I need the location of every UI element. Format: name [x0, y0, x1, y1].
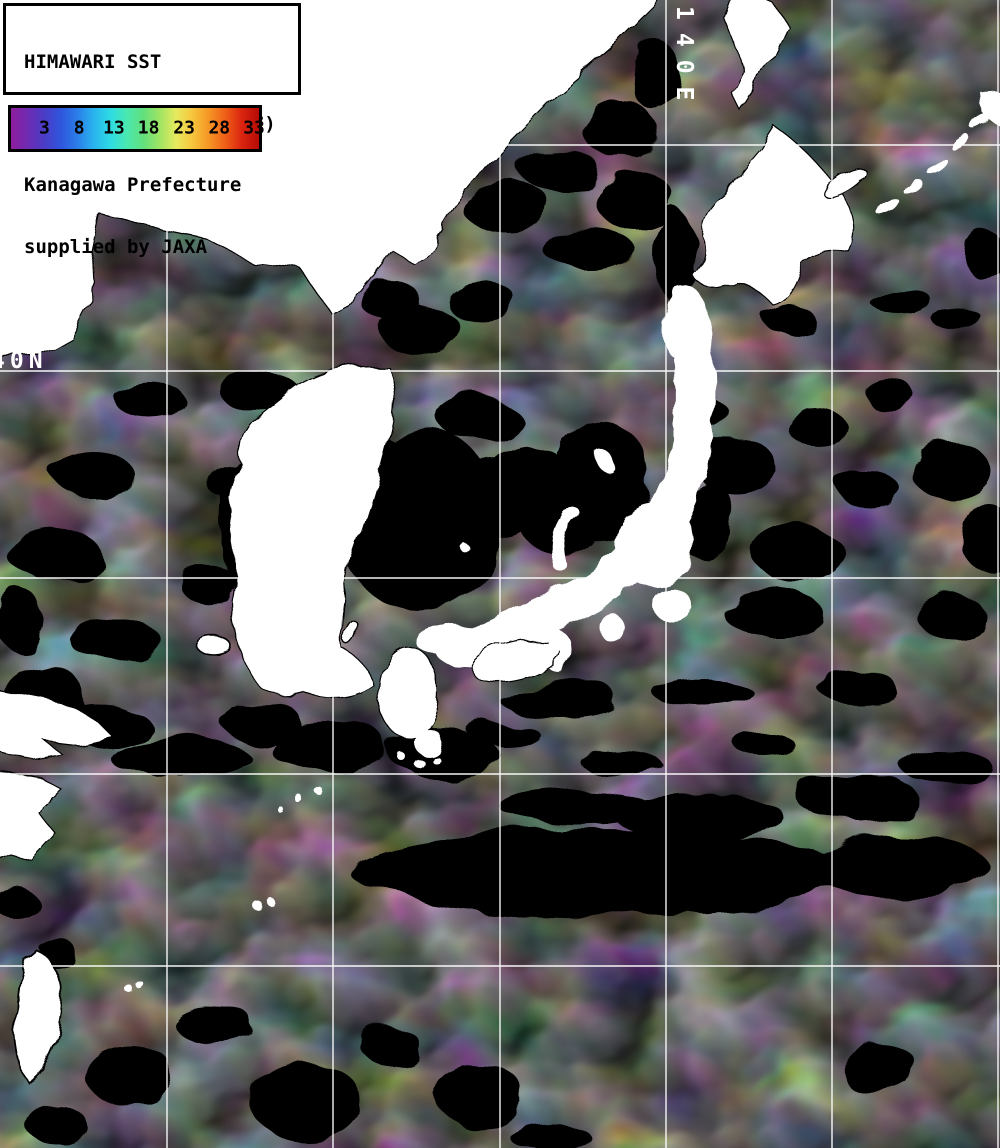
- colorbar-tick: 8: [73, 117, 85, 139]
- data-credit: supplied by JAXA: [24, 235, 208, 258]
- region-name: Kanagawa Prefecture: [24, 174, 242, 196]
- colorbar-tick: 28: [208, 117, 231, 139]
- colorbar-tick: 18: [137, 117, 160, 139]
- latitude-label-40n: 40N: [0, 348, 48, 374]
- colorbar-tick: 33: [243, 117, 265, 139]
- colorbar-tick: 3: [39, 117, 50, 139]
- cloud-mask-layer: [0, 18, 1000, 1148]
- product-title: HIMAWARI SST: [24, 51, 162, 73]
- title-box: HIMAWARI SST 2025/12/30 09:00 (UTC) Kana…: [3, 3, 301, 257]
- colorbar-tick: 13: [103, 117, 125, 139]
- colorbar-tick: 23: [173, 117, 195, 139]
- colorbar-gradient: 3 8 13 18 23 28 33: [8, 105, 265, 152]
- longitude-label-140e: 140E: [671, 6, 697, 114]
